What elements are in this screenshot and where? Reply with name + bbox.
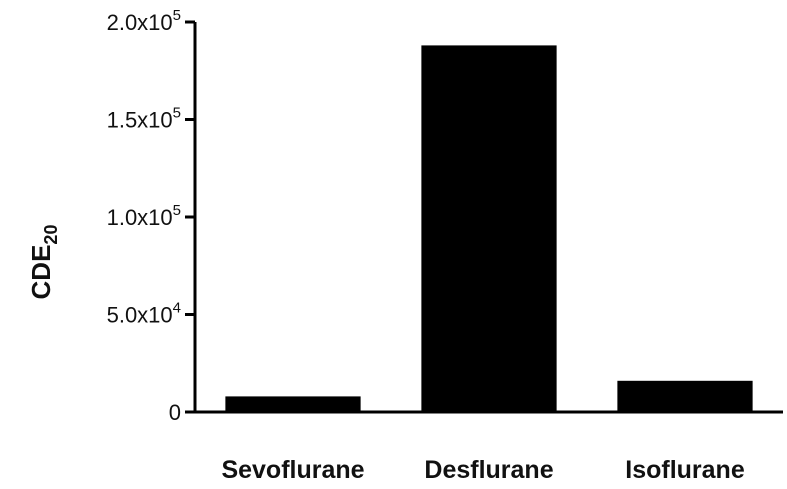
x-category-label: Desflurane <box>424 456 553 484</box>
y-axis-title-main: CDE <box>26 245 56 300</box>
y-tick-label: 1.0x105 <box>107 202 181 230</box>
y-tick-label-base: 5.0x10 <box>107 303 173 328</box>
y-tick-label-base: 1.5x10 <box>107 108 173 133</box>
y-axis-title-subscript: 20 <box>41 225 61 245</box>
y-tick-label: 0 <box>169 400 181 425</box>
svg-text:CDE20: CDE20 <box>26 225 61 300</box>
bar-sevoflurane <box>225 396 361 412</box>
bars <box>225 45 753 413</box>
x-axis-labels: Sevoflurane Desflurane Isoflurane <box>221 456 744 484</box>
y-tick-label-exponent: 5 <box>173 7 181 24</box>
y-tick-label-base: 0 <box>169 400 181 425</box>
y-tick-label: 2.0x105 <box>107 7 181 35</box>
y-tick-label-exponent: 5 <box>173 202 181 219</box>
y-tick-label-base: 2.0x10 <box>107 10 173 35</box>
y-tick-label: 1.5x105 <box>107 105 181 133</box>
y-tick-label-exponent: 4 <box>173 300 181 317</box>
y-tick-label-exponent: 5 <box>173 105 181 122</box>
y-tick-label: 5.0x104 <box>107 300 181 328</box>
x-category-label: Isoflurane <box>625 456 745 484</box>
bar-desflurane <box>421 45 557 413</box>
x-category-label: Sevoflurane <box>221 456 364 484</box>
y-tick-label-base: 1.0x10 <box>107 205 173 230</box>
bar-isoflurane <box>617 380 753 412</box>
y-axis-title: CDE20 <box>26 225 61 300</box>
